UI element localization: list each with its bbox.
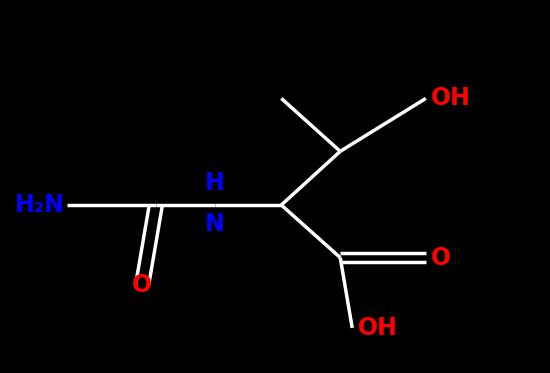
Text: O: O — [431, 245, 452, 270]
Text: N: N — [205, 211, 224, 236]
Text: O: O — [132, 273, 152, 297]
Text: H₂N: H₂N — [15, 193, 65, 217]
Text: H: H — [205, 171, 224, 195]
Text: OH: OH — [431, 87, 471, 110]
Text: OH: OH — [358, 316, 398, 340]
